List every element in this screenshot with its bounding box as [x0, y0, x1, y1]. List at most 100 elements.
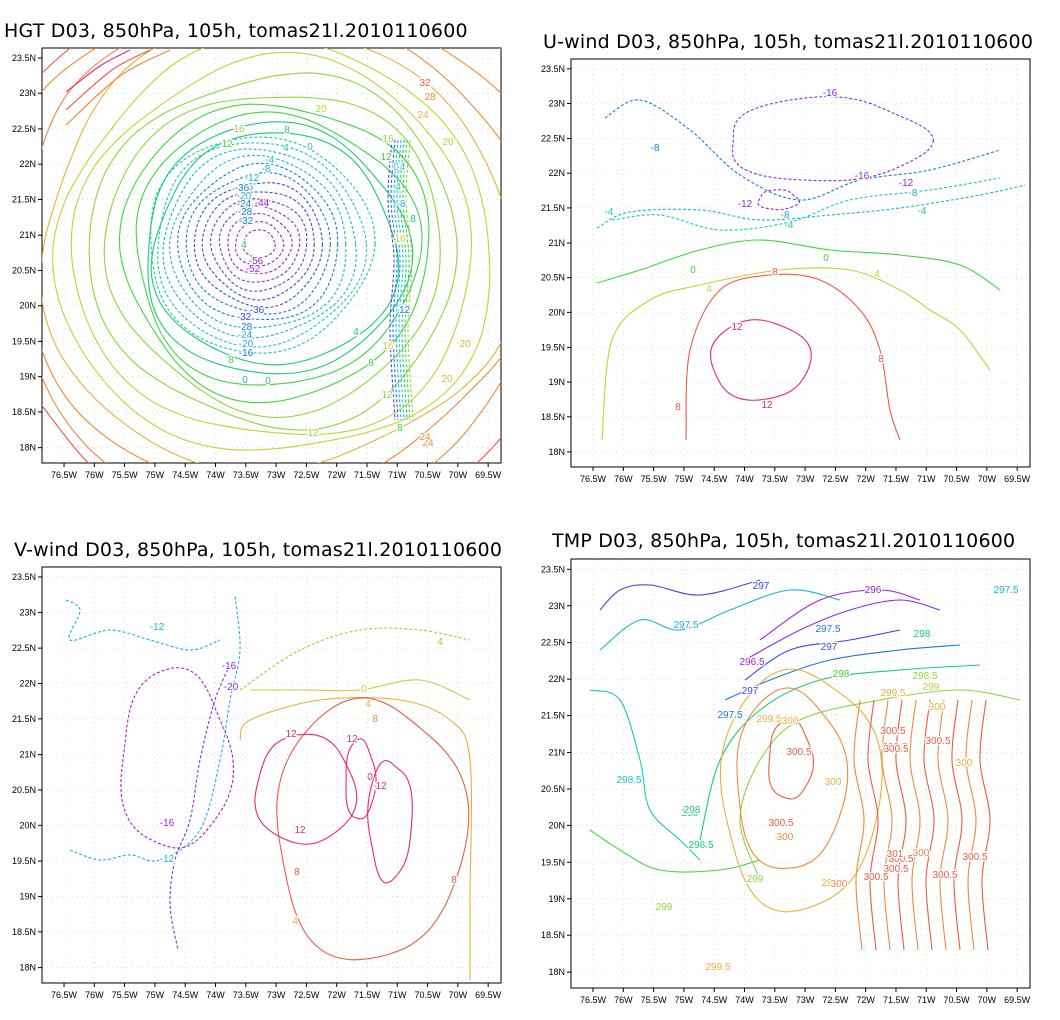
- y-tick-label: 19N: [19, 372, 36, 382]
- panel-title-tmp: TMP D03, 850hPa, 105h, tomas21l.20101106…: [552, 530, 1016, 552]
- y-tick-label: 23N: [548, 98, 565, 108]
- tmp-contour: [699, 664, 981, 841]
- contour-label: -28: [238, 207, 253, 218]
- contour-label: 296: [865, 585, 882, 596]
- contour-label: 8: [372, 714, 378, 725]
- contour-label: 300.5: [880, 726, 905, 737]
- y-tick-label: 22N: [19, 159, 36, 169]
- contour-label: -20: [239, 339, 254, 350]
- hgt-contour-negative: [177, 162, 339, 321]
- contour-label: -12: [150, 622, 165, 633]
- tmp-contour: [853, 699, 865, 951]
- x-tick-label: 71.5W: [354, 990, 381, 1000]
- vwind-contour: [239, 627, 471, 691]
- contour-label: -52: [246, 264, 261, 275]
- contour-label: 16: [382, 134, 394, 145]
- y-tick-label: 21N: [19, 750, 36, 760]
- contour-label: 300.5: [883, 864, 908, 875]
- contour-label: 300.5: [863, 872, 888, 883]
- y-tick-label: 21N: [548, 747, 565, 757]
- y-tick-label: 19.5N: [541, 342, 565, 352]
- tmp-contour: [768, 718, 815, 800]
- x-tick-label: 74W: [206, 990, 225, 1000]
- tmp-contour: [589, 829, 761, 873]
- y-tick-label: 19N: [548, 894, 565, 904]
- contour-label: 4: [292, 916, 298, 927]
- x-tick-label: 76W: [614, 995, 633, 1005]
- tmp-contour: [965, 699, 977, 951]
- contour-label: 299: [656, 902, 673, 913]
- hgt-contours: [42, 48, 501, 463]
- contour-label: 4: [241, 240, 247, 251]
- hgt-contour-positive: [42, 48, 501, 463]
- panel-title-vwind: V-wind D03, 850hPa, 105h, tomas21l.20101…: [14, 539, 503, 561]
- hgt-contour-band: [390, 139, 399, 421]
- x-tick-label: 73W: [796, 474, 815, 484]
- contour-label: 0: [690, 265, 696, 276]
- x-tick-label: 73.5W: [762, 474, 789, 484]
- contour-label: 299.5: [756, 714, 781, 725]
- y-tick-label: 22.5N: [12, 124, 36, 134]
- contour-label: 28: [424, 92, 436, 103]
- x-tick-label: 71.5W: [883, 995, 910, 1005]
- uwind-contour: [732, 96, 934, 182]
- hgt-contour-negative: [150, 136, 376, 354]
- uwind-contour: [709, 319, 812, 401]
- x-tick-label: 76.5W: [580, 474, 607, 484]
- contour-label: 12: [381, 390, 393, 401]
- contour-label: 0: [393, 162, 399, 173]
- y-tick-label: 20.5N: [541, 273, 565, 283]
- x-tick-label: 76.5W: [51, 990, 78, 1000]
- x-tick-label: 74.5W: [701, 474, 728, 484]
- x-tick-label: 75W: [146, 470, 165, 480]
- contour-label: 298: [833, 669, 850, 680]
- contour-label: 16: [233, 124, 245, 135]
- contour-label: 0: [823, 253, 829, 264]
- x-tick-label: 76.5W: [580, 995, 607, 1005]
- x-tick-label: 70W: [449, 470, 468, 480]
- contour-label: 300.5: [962, 852, 987, 863]
- x-tick-label: 70.5W: [415, 470, 442, 480]
- x-tick-label: 72W: [856, 474, 875, 484]
- contour-label: -16: [239, 182, 254, 193]
- tmp-contour: [589, 689, 701, 861]
- contour-label: -32: [237, 312, 252, 323]
- x-tick-label: 73W: [267, 990, 286, 1000]
- tmp-contour: [923, 699, 935, 951]
- contour-label: -28: [238, 322, 253, 333]
- y-tick-label: 19N: [19, 891, 36, 901]
- uwind-contour: [604, 99, 1001, 201]
- x-tick-label: 71.5W: [883, 474, 910, 484]
- x-tick-label: 72.5W: [822, 474, 849, 484]
- contour-label: -8: [781, 210, 790, 221]
- x-tick-label: 75W: [675, 474, 694, 484]
- hgt-contour-negative: [185, 172, 331, 315]
- contour-label: 32: [419, 78, 431, 89]
- contour-label: 20: [442, 137, 454, 148]
- x-tick-label: 70.5W: [944, 474, 971, 484]
- contour-label: 8: [228, 355, 234, 366]
- tmp-contour: [599, 589, 841, 651]
- y-tick-label: 19.5N: [12, 336, 36, 346]
- hgt-contour-band: [405, 139, 414, 421]
- contour-label: 300.5: [768, 818, 793, 829]
- contour-label: -16: [855, 171, 870, 182]
- x-tick-label: 74.5W: [172, 990, 199, 1000]
- hgt-contour-band: [393, 139, 402, 421]
- y-tick-label: 23N: [548, 601, 565, 611]
- y-tick-label: 23.5N: [12, 572, 36, 582]
- hgt-contour-positive: [52, 48, 491, 451]
- contour-label: 300.5: [786, 747, 811, 758]
- vwind-contour: [69, 594, 241, 862]
- tmp-contour: [724, 644, 961, 701]
- contour-label: -56: [249, 256, 264, 267]
- hgt-contour-positive: [88, 72, 458, 431]
- y-tick-label: 23.5N: [541, 64, 565, 74]
- hgt-contour-band: [399, 139, 408, 421]
- panel-title-hgt: HGT D03, 850hPa, 105h, tomas21l.20101106…: [4, 20, 468, 42]
- x-tick-label: 74W: [735, 474, 754, 484]
- contour-label: 4: [365, 699, 371, 710]
- hgt-contour-negative: [201, 191, 315, 301]
- vwind-contour: [276, 697, 470, 961]
- contour-label: 297.5: [717, 710, 742, 721]
